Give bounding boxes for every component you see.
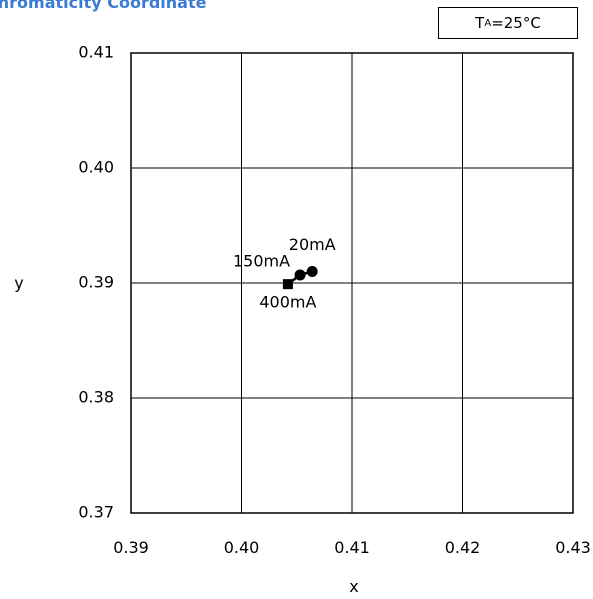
condition-symbol: T [475,14,485,32]
grid-layer [131,53,573,513]
x-tick-label: 0.42 [445,538,481,557]
y-tick-label: 0.41 [78,43,114,62]
x-tick-label: 0.43 [555,538,591,557]
tick-layer: 0.39 0.40 0.41 0.42 0.43 0.37 0.38 0.39 0.40 0.41 [78,43,590,558]
condition-box: T A =25°C [438,7,578,39]
y-axis-label: y [14,274,23,293]
condition-subscript: A [484,17,492,29]
data-point [282,279,293,290]
x-tick-label: 0.39 [113,538,149,557]
y-tick-label: 0.40 [78,158,114,177]
chart-title-text: Chromaticity Coordinate [0,0,207,12]
x-tick-label: 0.41 [334,538,370,557]
x-tick-label: 0.40 [224,538,260,557]
y-tick-label: 0.37 [78,503,114,522]
condition-value: =25°C [491,14,541,32]
data-label: 400mA [259,293,316,312]
y-tick-label: 0.39 [78,273,114,292]
x-axis-label: x [349,577,358,596]
plot-frame [130,52,574,514]
data-point [294,269,306,281]
y-tick-label: 0.38 [78,388,114,407]
data-label: 20mA [289,235,336,254]
chart-title: Chromaticity Coordinate [0,0,220,13]
data-label: 150mA [233,251,290,270]
data-point [306,266,318,277]
